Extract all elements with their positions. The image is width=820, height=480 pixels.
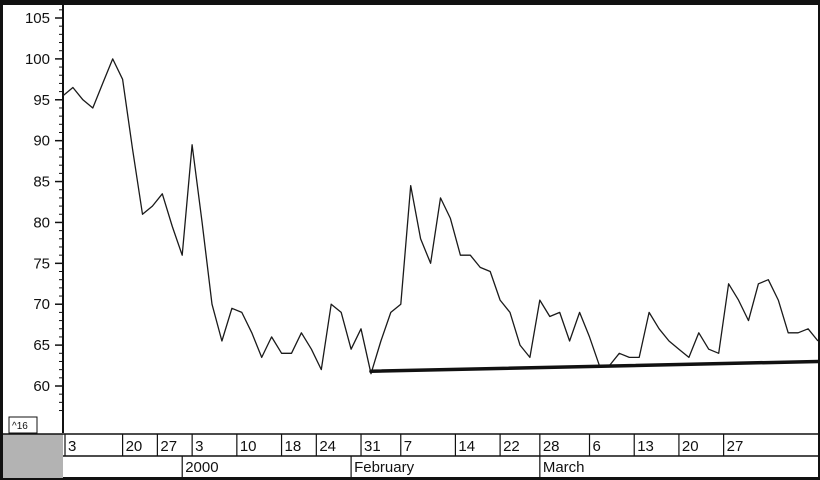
y-tick-label: 85	[33, 174, 50, 191]
month-label: February	[354, 459, 415, 476]
month-row: 2000 February March	[181, 456, 585, 478]
y-tick-label: 100	[25, 51, 50, 68]
y-tick-label: 65	[33, 337, 50, 354]
series-line	[62, 58, 819, 375]
scale-badge: ^16	[8, 416, 38, 434]
month-label: 2000	[185, 459, 218, 476]
x-tick-label: 31	[364, 438, 381, 455]
x-tick-label: 28	[543, 438, 560, 455]
scale-badge-label: ^16	[12, 421, 28, 432]
x-tick-label: 7	[404, 438, 412, 455]
y-tick-label: 90	[33, 133, 50, 150]
x-tick-label: 27	[160, 438, 177, 455]
y-tick-label: 70	[33, 296, 50, 313]
plot-area	[62, 58, 820, 375]
x-tick-label: 14	[458, 438, 475, 455]
x-tick-label: 22	[503, 438, 520, 455]
y-tick-label: 80	[33, 214, 50, 231]
y-tick-label: 75	[33, 255, 50, 272]
y-axis-ticks: 105 100 95 90 85 80 75 70 65 60	[25, 10, 63, 395]
scale-badge-box	[8, 416, 38, 434]
y-axis-minor-ticks	[59, 9, 63, 412]
y-tick-label: 95	[33, 92, 50, 109]
month-label: March	[543, 459, 585, 476]
x-tick-label: 13	[637, 438, 654, 455]
x-tick-label: 20	[682, 438, 699, 455]
x-tick-label: 10	[240, 438, 257, 455]
y-tick-label: 60	[33, 378, 50, 395]
x-tick-label: 27	[727, 438, 744, 455]
y-tick-label: 105	[25, 10, 50, 27]
corner-box	[3, 434, 63, 478]
x-tick-label: 6	[593, 438, 601, 455]
x-tick-label: 3	[68, 438, 76, 455]
x-tick-label: 3	[195, 438, 203, 455]
x-axis-ticks: 3 20 27 3 10 18 24 31 7 14 22 28 6 13 20 27	[64, 434, 744, 456]
x-tick-label: 20	[126, 438, 143, 455]
x-tick-label: 18	[285, 438, 302, 455]
support-trendline	[369, 359, 820, 374]
x-tick-label: 24	[319, 438, 336, 455]
